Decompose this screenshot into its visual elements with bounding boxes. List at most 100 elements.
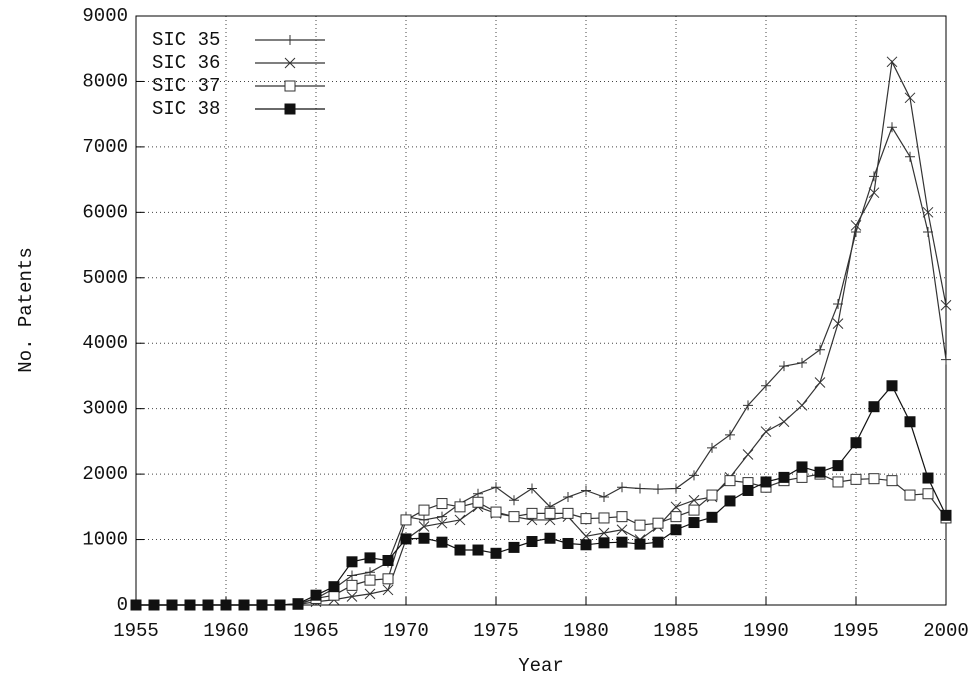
marker: [274, 599, 286, 611]
marker: [905, 151, 915, 162]
marker: [598, 527, 610, 539]
marker: [886, 56, 898, 68]
marker: [419, 514, 429, 525]
marker: [437, 511, 447, 522]
marker: [868, 187, 880, 199]
marker: [814, 377, 826, 388]
marker: [490, 547, 502, 559]
x-tick-label: 1960: [203, 620, 249, 642]
marker: [922, 472, 934, 484]
marker: [599, 492, 609, 503]
y-tick-label: 4000: [82, 332, 128, 354]
marker: [580, 539, 592, 551]
marker: [527, 483, 537, 494]
marker: [580, 513, 592, 525]
marker: [166, 599, 178, 611]
marker: [472, 496, 484, 508]
marker: [814, 466, 826, 478]
marker: [400, 533, 412, 545]
marker: [652, 517, 664, 529]
marker: [706, 489, 718, 501]
marker: [436, 517, 448, 529]
marker: [238, 599, 250, 611]
marker: [634, 519, 646, 531]
marker: [743, 400, 753, 411]
legend-label: SIC 36: [152, 52, 220, 74]
marker: [491, 482, 501, 493]
marker: [778, 416, 790, 428]
marker: [815, 344, 825, 355]
marker: [760, 476, 772, 488]
marker: [418, 532, 430, 544]
y-tick-label: 3000: [82, 398, 128, 420]
marker: [868, 473, 880, 485]
x-axis-label: Year: [518, 655, 564, 677]
marker: [707, 442, 717, 453]
series-line: [136, 59, 947, 606]
marker: [868, 401, 880, 413]
marker: [617, 482, 627, 493]
marker: [346, 591, 358, 602]
marker: [364, 588, 376, 600]
marker: [508, 541, 520, 553]
marker: [761, 380, 771, 391]
marker: [670, 501, 682, 513]
marker: [292, 598, 304, 610]
marker: [616, 511, 628, 523]
marker: [779, 361, 789, 372]
y-tick-label: 6000: [82, 201, 128, 223]
series-line: [136, 384, 947, 606]
marker: [581, 485, 591, 496]
marker: [418, 521, 430, 532]
x-tick-label: 1985: [653, 620, 699, 642]
marker: [382, 554, 394, 566]
marker: [688, 517, 700, 529]
marker: [346, 579, 358, 591]
marker: [904, 416, 916, 428]
marker: [670, 524, 682, 536]
marker: [284, 57, 296, 69]
marker: [725, 429, 735, 440]
marker: [382, 573, 394, 585]
marker: [652, 536, 664, 548]
marker: [796, 400, 808, 411]
marker: [364, 552, 376, 564]
x-tick-label: 1995: [833, 620, 879, 642]
marker: [886, 475, 898, 487]
marker: [688, 494, 700, 506]
marker: [400, 514, 412, 526]
marker: [148, 599, 160, 611]
marker: [562, 507, 574, 519]
marker: [850, 220, 862, 231]
marker: [689, 470, 699, 481]
marker: [850, 437, 862, 449]
marker: [797, 357, 807, 368]
marker: [382, 584, 394, 596]
y-tick-label: 8000: [82, 70, 128, 92]
marker: [832, 318, 844, 329]
marker: [310, 589, 322, 601]
marker: [544, 507, 556, 519]
marker: [346, 556, 358, 568]
marker: [688, 504, 700, 516]
marker: [472, 544, 484, 556]
x-tick-label: 1980: [563, 620, 609, 642]
marker: [634, 538, 646, 550]
x-tick-label: 2000: [923, 620, 969, 642]
marker: [706, 511, 718, 523]
marker: [220, 599, 232, 611]
marker: [886, 380, 898, 392]
marker: [653, 484, 663, 495]
marker: [724, 495, 736, 507]
x-tick-label: 1965: [293, 620, 339, 642]
x-tick-label: 1990: [743, 620, 789, 642]
marker: [671, 483, 681, 494]
marker: [509, 495, 519, 506]
legend-label: SIC 35: [152, 29, 220, 51]
marker: [760, 426, 772, 437]
marker: [526, 536, 538, 548]
marker: [256, 599, 268, 611]
marker: [544, 532, 556, 544]
legend-label: SIC 38: [152, 98, 220, 120]
